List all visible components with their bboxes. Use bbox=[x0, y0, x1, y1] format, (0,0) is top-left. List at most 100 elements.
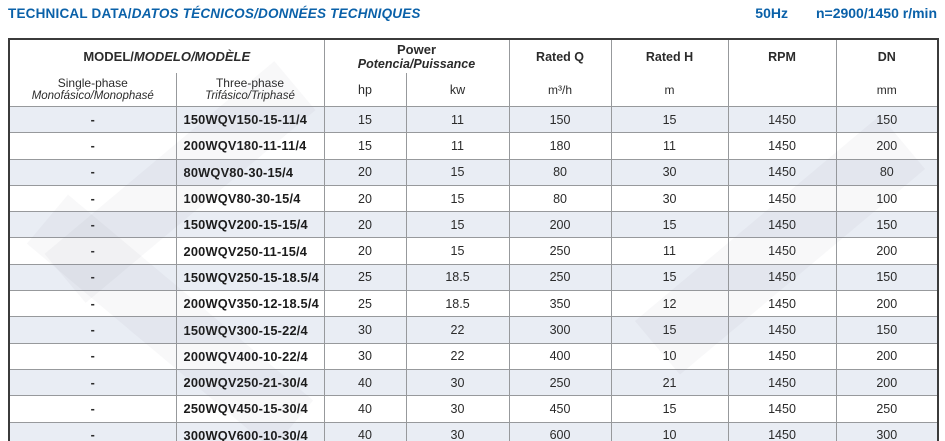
cell-model: 100WQV80-30-15/4 bbox=[175, 184, 325, 213]
rated-q-header: Rated Q m³/h bbox=[508, 39, 612, 107]
cell-dn: 200 bbox=[835, 368, 939, 397]
cell-single: - bbox=[8, 105, 177, 134]
table-row: -200WQV350-12-18.5/4 25 18.5 350 12 1450 200 bbox=[8, 290, 939, 318]
cell-model: 250WQV450-15-30/4 bbox=[175, 395, 325, 423]
cell-single: - bbox=[8, 342, 177, 370]
rpm-header: RPM bbox=[727, 39, 837, 107]
cell-hp: 30 bbox=[323, 342, 407, 370]
cell-hp: 20 bbox=[323, 211, 407, 239]
cell-hp: 20 bbox=[323, 237, 407, 265]
cell-dn: 80 bbox=[835, 158, 939, 186]
rpm-unit bbox=[729, 73, 836, 106]
cell-model: 150WQV250-15-18.5/4 bbox=[175, 263, 325, 292]
cell-single: - bbox=[8, 395, 177, 423]
single-phase-intl: Monofásico/Monophasé bbox=[31, 89, 154, 102]
technical-data-table: MODEL/MODELO/MODÈLE Power Potencia/Puiss… bbox=[8, 38, 940, 441]
cell-dn: 200 bbox=[835, 132, 939, 160]
kw-header: kw bbox=[405, 73, 510, 107]
cell-q: 400 bbox=[508, 342, 612, 370]
cell-kw: 15 bbox=[405, 184, 510, 213]
cell-single: - bbox=[8, 316, 177, 344]
model-group-intl: MODELO/MODÈLE bbox=[133, 48, 251, 64]
cell-hp: 15 bbox=[323, 132, 407, 160]
cell-rpm: 1450 bbox=[727, 211, 837, 239]
table-row: -200WQV250-21-30/4 40 30 250 21 1450 200 bbox=[8, 368, 939, 397]
model-group-header: MODEL/MODELO/MODÈLE bbox=[9, 39, 324, 73]
cell-dn: 150 bbox=[835, 316, 939, 344]
power-group-header: Power Potencia/Puissance bbox=[323, 39, 510, 73]
cell-rpm: 1450 bbox=[727, 158, 837, 186]
cell-hp: 30 bbox=[323, 316, 407, 344]
cell-single: - bbox=[8, 237, 177, 265]
cell-single: - bbox=[8, 211, 177, 239]
cell-h: 15 bbox=[610, 395, 729, 423]
cell-kw: 30 bbox=[405, 421, 510, 441]
cell-hp: 40 bbox=[323, 421, 407, 441]
cell-rpm: 1450 bbox=[727, 263, 837, 292]
cell-h: 15 bbox=[610, 211, 729, 239]
cell-dn: 250 bbox=[835, 395, 939, 423]
cell-model: 200WQV350-12-18.5/4 bbox=[175, 290, 325, 318]
cell-kw: 11 bbox=[405, 132, 510, 160]
frequency-label: 50Hz bbox=[755, 5, 788, 21]
rated-h-header: Rated H m bbox=[610, 39, 729, 107]
cell-q: 180 bbox=[508, 132, 612, 160]
page-header: TECHNICAL DATA/DATOS TÉCNICOS/DONNÉES TE… bbox=[8, 5, 937, 21]
cell-dn: 200 bbox=[835, 237, 939, 265]
table-row: -150WQV300-15-22/4 30 22 300 15 1450 150 bbox=[8, 316, 939, 344]
spec-labels: 50Hz n=2900/1450 r/min bbox=[755, 5, 937, 21]
cell-h: 12 bbox=[610, 290, 729, 318]
cell-single: - bbox=[8, 184, 177, 213]
cell-dn: 150 bbox=[835, 105, 939, 134]
cell-q: 250 bbox=[508, 368, 612, 397]
cell-q: 80 bbox=[508, 184, 612, 213]
cell-kw: 30 bbox=[405, 395, 510, 423]
cell-hp: 40 bbox=[323, 368, 407, 397]
cell-q: 300 bbox=[508, 316, 612, 344]
cell-h: 15 bbox=[610, 105, 729, 134]
cell-h: 30 bbox=[610, 184, 729, 213]
cell-model: 150WQV300-15-22/4 bbox=[175, 316, 325, 344]
cell-h: 10 bbox=[610, 342, 729, 370]
rated-h-unit: m bbox=[664, 82, 675, 97]
cell-rpm: 1450 bbox=[727, 316, 837, 344]
cell-single: - bbox=[8, 368, 177, 397]
cell-rpm: 1450 bbox=[727, 184, 837, 213]
cell-h: 11 bbox=[610, 237, 729, 265]
cell-model: 200WQV250-21-30/4 bbox=[175, 368, 325, 397]
power-label-en: Power bbox=[397, 41, 437, 57]
cell-kw: 22 bbox=[405, 342, 510, 370]
three-phase-intl: Trifásico/Triphasé bbox=[205, 89, 295, 102]
table-row: -150WQV250-15-18.5/4 25 18.5 250 15 1450 150 bbox=[8, 263, 939, 292]
cell-q: 80 bbox=[508, 158, 612, 186]
model-group-main: MODEL/ bbox=[83, 48, 134, 64]
cell-q: 600 bbox=[508, 421, 612, 441]
cell-dn: 100 bbox=[835, 184, 939, 213]
cell-h: 15 bbox=[610, 316, 729, 344]
cell-kw: 15 bbox=[405, 237, 510, 265]
rated-q-title: Rated Q bbox=[536, 49, 584, 64]
cell-hp: 20 bbox=[323, 158, 407, 186]
cell-hp: 25 bbox=[323, 290, 407, 318]
page-title-main: TECHNICAL DATA/ bbox=[8, 6, 132, 21]
cell-kw: 22 bbox=[405, 316, 510, 344]
cell-dn: 300 bbox=[835, 421, 939, 441]
page-title: TECHNICAL DATA/DATOS TÉCNICOS/DONNÉES TE… bbox=[8, 6, 421, 21]
cell-hp: 15 bbox=[323, 105, 407, 134]
single-phase-en: Single-phase bbox=[57, 75, 128, 90]
cell-model: 80WQV80-30-15/4 bbox=[175, 158, 325, 186]
cell-model: 200WQV180-11-11/4 bbox=[175, 132, 325, 160]
cell-q: 200 bbox=[508, 211, 612, 239]
speed-label: n=2900/1450 r/min bbox=[815, 5, 937, 21]
cell-rpm: 1450 bbox=[727, 368, 837, 397]
cell-h: 30 bbox=[610, 158, 729, 186]
cell-model: 200WQV250-11-15/4 bbox=[175, 237, 325, 265]
cell-dn: 150 bbox=[835, 263, 939, 292]
cell-single: - bbox=[8, 421, 177, 441]
cell-dn: 200 bbox=[835, 342, 939, 370]
cell-rpm: 1450 bbox=[727, 421, 837, 441]
power-label-intl: Potencia/Puissance bbox=[357, 56, 476, 71]
cell-single: - bbox=[8, 132, 177, 160]
cell-h: 15 bbox=[610, 263, 729, 292]
